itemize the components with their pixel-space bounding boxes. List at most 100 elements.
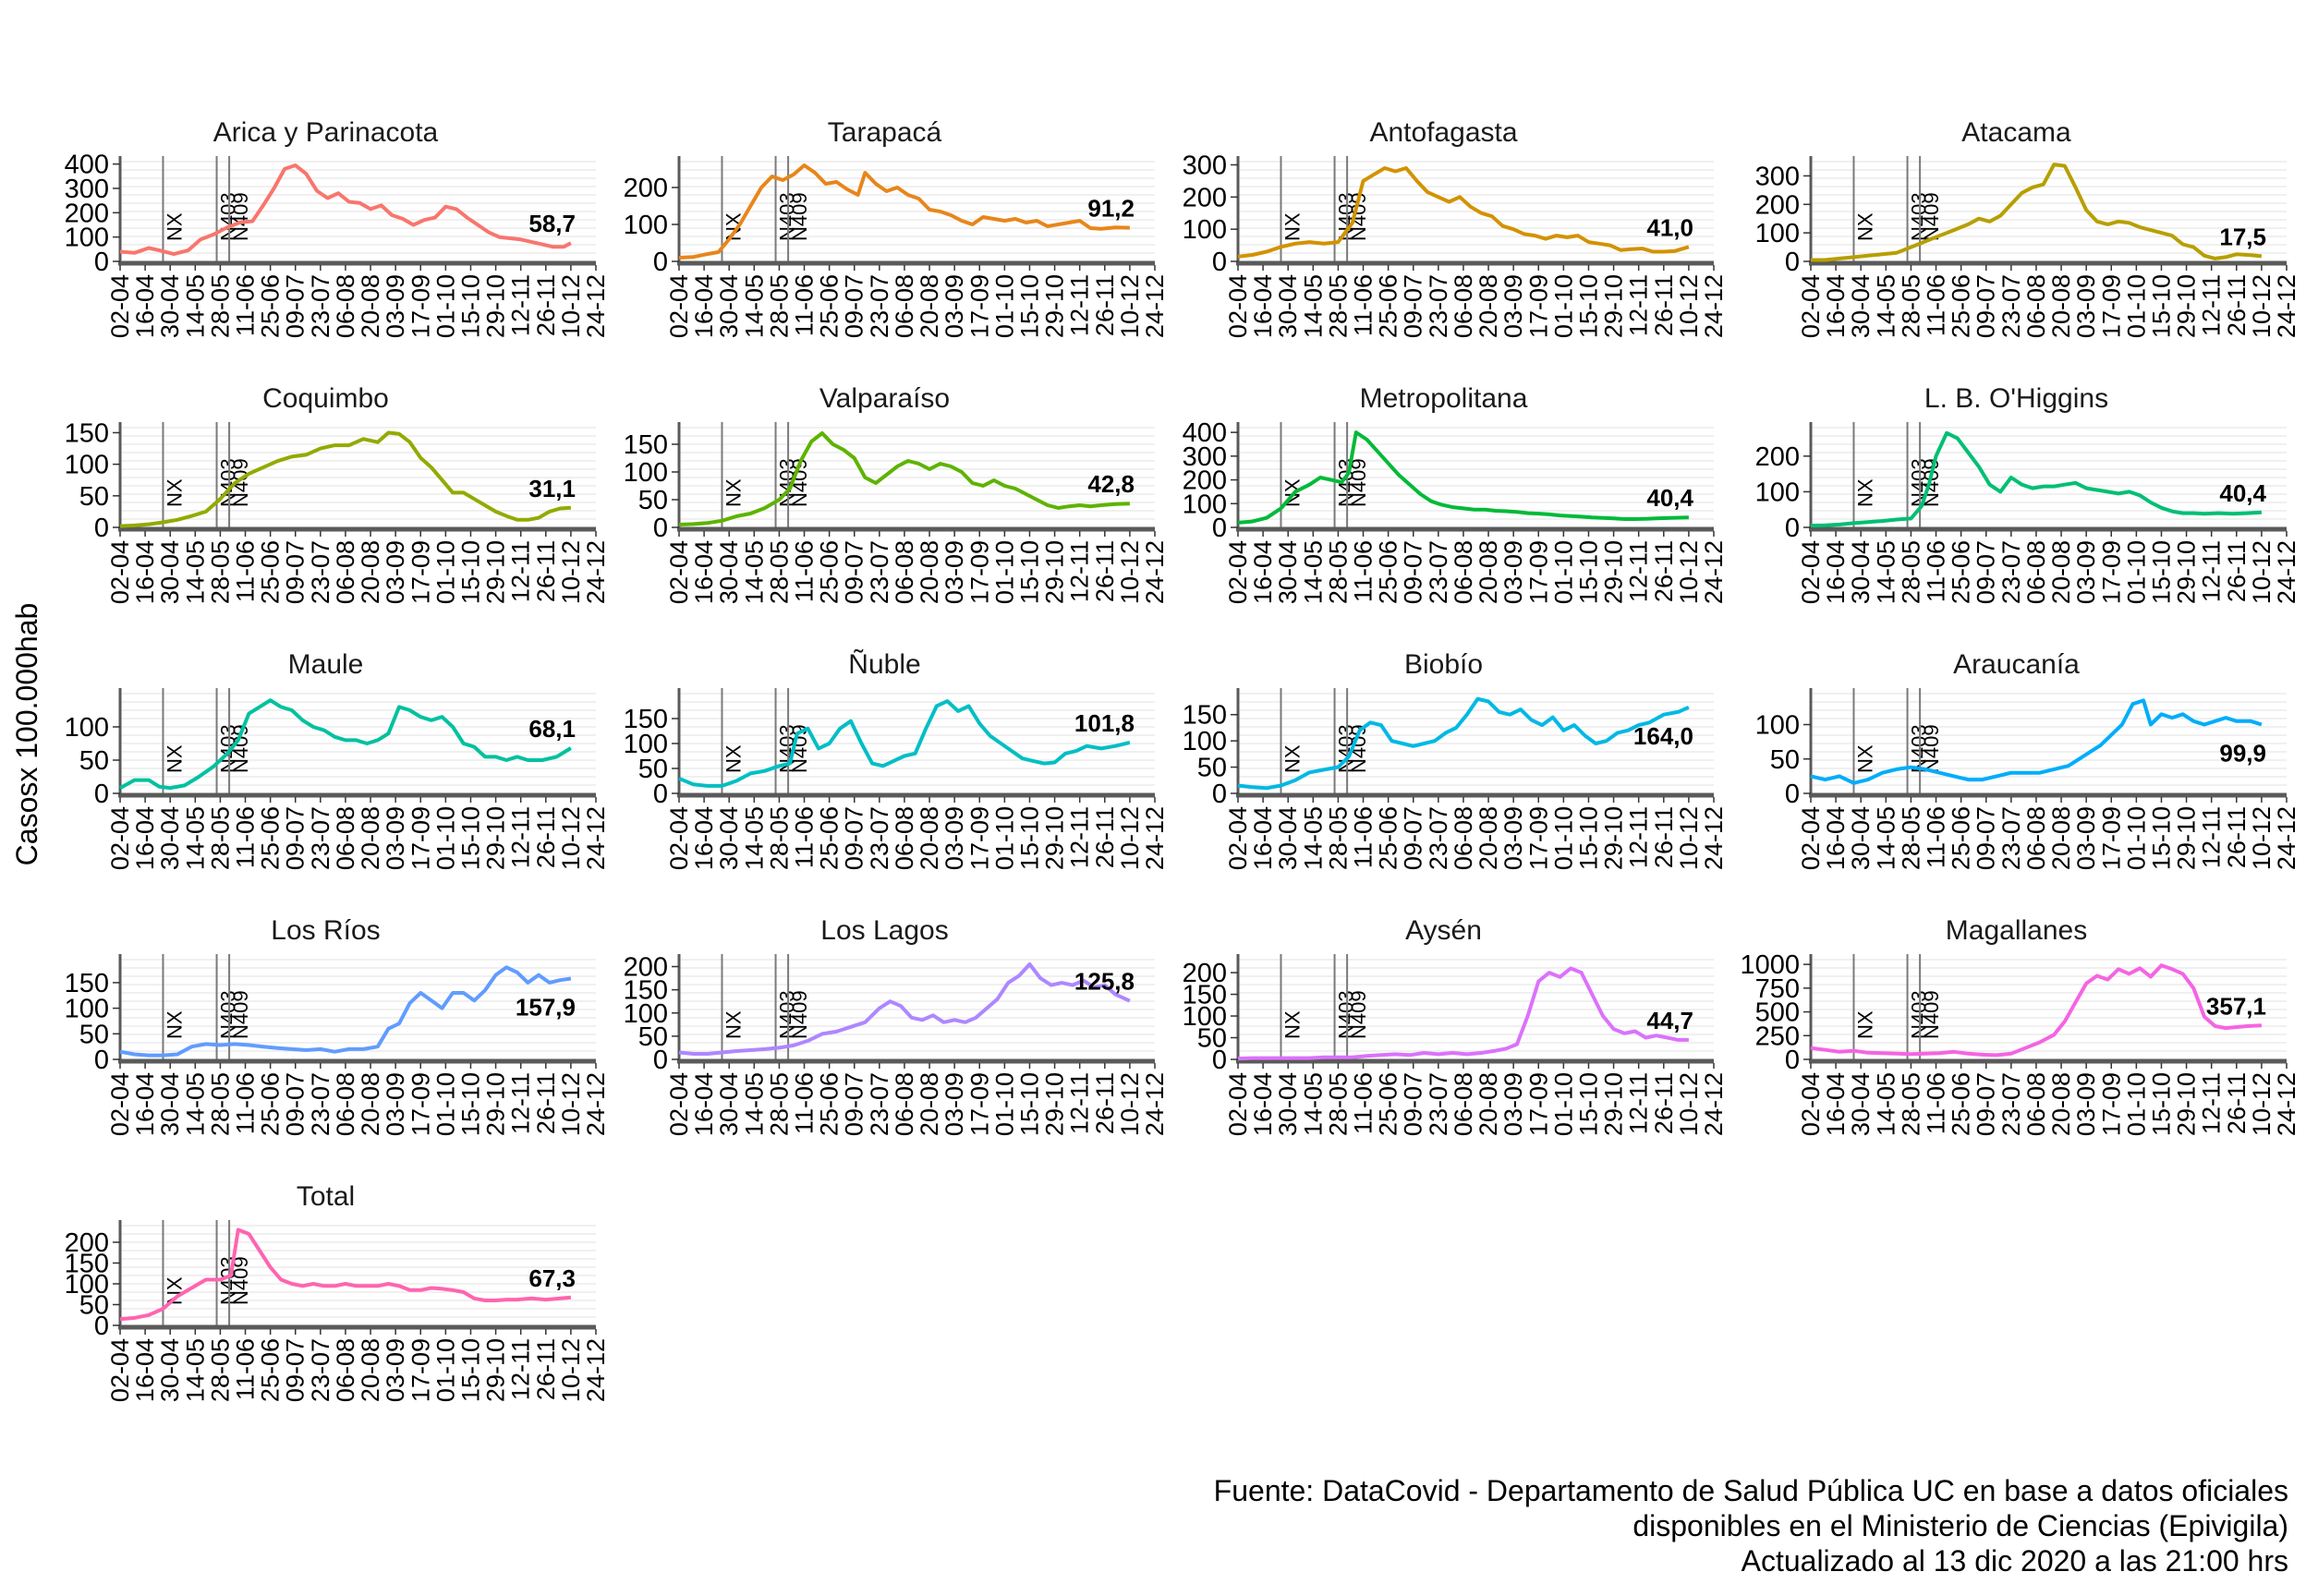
x-tick-label: 20-08 xyxy=(916,1072,943,1136)
y-tick-label: 100 xyxy=(624,999,668,1029)
x-tick-label: 17-09 xyxy=(1524,806,1552,870)
x-tick-label: 20-08 xyxy=(357,806,384,870)
series-line xyxy=(1810,430,2263,528)
x-tick-label: 28-05 xyxy=(1897,1072,1924,1136)
x-tick-label: 06-08 xyxy=(1450,806,1477,870)
x-tick-label: 20-08 xyxy=(357,1072,384,1136)
x-tick-label: 17-09 xyxy=(1524,274,1552,338)
panel-title: Metropolitana xyxy=(1360,383,1528,414)
vline-label: NX xyxy=(1280,1010,1304,1039)
panel-title: Coquimbo xyxy=(262,383,389,414)
x-tick-label: 30-04 xyxy=(1847,274,1875,338)
x-tick-label: 02-04 xyxy=(1224,1072,1252,1136)
x-tick-label: 17-09 xyxy=(407,1338,434,1402)
x-tick-label: 23-07 xyxy=(307,274,334,338)
x-tick-label: 17-09 xyxy=(965,1072,993,1136)
x-tick-label: 25-06 xyxy=(257,1338,285,1402)
x-tick-label: 23-07 xyxy=(1997,274,2025,338)
x-tick-label: 15-10 xyxy=(456,1338,484,1402)
x-tick-label: 12-11 xyxy=(2198,274,2226,336)
x-tick-label: 12-11 xyxy=(1625,1072,1653,1134)
x-tick-label: 01-10 xyxy=(990,806,1018,870)
x-tick-label: 12-11 xyxy=(1625,540,1653,602)
x-tick-label: 23-07 xyxy=(1997,806,2025,870)
x-tick-label: 02-04 xyxy=(106,540,134,604)
panel-title: Total xyxy=(297,1181,355,1212)
x-tick-label: 14-05 xyxy=(740,1072,768,1136)
vline-label: NX xyxy=(1853,1010,1876,1039)
x-tick-label: 28-05 xyxy=(1324,540,1352,604)
x-tick-label: 06-08 xyxy=(332,540,359,604)
y-tick-label: 0 xyxy=(1785,514,1800,543)
y-tick-label: 50 xyxy=(79,1020,109,1049)
x-tick-label: 03-09 xyxy=(2072,274,2100,338)
y-tick-label: 50 xyxy=(79,1291,109,1321)
x-tick-label: 10-12 xyxy=(1675,540,1703,604)
vline-label: N403 xyxy=(217,724,240,773)
x-tick-label: 17-09 xyxy=(965,540,993,604)
x-tick-label: 16-04 xyxy=(690,806,718,870)
x-tick-label: 12-11 xyxy=(507,274,535,336)
y-tick-label: 0 xyxy=(1785,780,1800,809)
x-tick-label: 29-10 xyxy=(482,274,510,338)
x-tick-label: 15-10 xyxy=(456,274,484,338)
x-tick-label: 28-05 xyxy=(206,540,234,604)
x-tick-label: 17-09 xyxy=(2097,1072,2125,1136)
x-tick-label: 14-05 xyxy=(740,274,768,338)
x-tick-label: 10-12 xyxy=(2248,274,2276,338)
x-tick-label: 24-12 xyxy=(1700,1072,1728,1136)
end-value-label: 44,7 xyxy=(1646,1007,1693,1034)
x-tick-label: 20-08 xyxy=(916,806,943,870)
panel-title: Atacama xyxy=(1961,117,2071,148)
x-tick-label: 26-11 xyxy=(2223,1072,2251,1134)
x-tick-label: 12-11 xyxy=(507,806,535,868)
x-tick-label: 25-06 xyxy=(1375,1072,1402,1136)
x-tick-label: 11-06 xyxy=(232,274,260,336)
vline-label: NX xyxy=(1853,212,1876,241)
x-tick-label: 01-10 xyxy=(990,274,1018,338)
x-tick-label: 28-05 xyxy=(206,1338,234,1402)
x-tick-label: 23-07 xyxy=(1425,1072,1452,1136)
x-tick-label: 16-04 xyxy=(131,1072,159,1136)
x-tick-label: 01-10 xyxy=(990,540,1018,604)
x-tick-label: 20-08 xyxy=(1475,1072,1502,1136)
x-tick-label: 24-12 xyxy=(2273,1072,2300,1136)
x-tick-label: 26-11 xyxy=(532,1072,560,1134)
vline-label: NX xyxy=(1280,212,1304,241)
x-tick-label: 28-05 xyxy=(1324,274,1352,338)
x-tick-label: 09-07 xyxy=(841,540,868,604)
x-tick-label: 26-11 xyxy=(1650,540,1678,602)
y-tick-label: 100 xyxy=(65,995,109,1024)
x-tick-label: 28-05 xyxy=(1897,806,1924,870)
x-tick-label: 14-05 xyxy=(1299,806,1327,870)
y-tick-label: 100 xyxy=(1755,478,1800,507)
x-tick-label: 06-08 xyxy=(891,274,918,338)
x-tick-label: 09-07 xyxy=(1400,540,1427,604)
x-tick-label: 03-09 xyxy=(382,1338,409,1402)
x-tick-label: 20-08 xyxy=(1475,806,1502,870)
y-tick-label: 200 xyxy=(1183,466,1227,496)
x-tick-label: 28-05 xyxy=(206,806,234,870)
x-tick-label: 14-05 xyxy=(740,540,768,604)
x-tick-label: 23-07 xyxy=(1997,1072,2025,1136)
x-tick-label: 01-10 xyxy=(431,806,459,870)
panel-title: L. B. O'Higgins xyxy=(1924,383,2108,414)
x-tick-label: 30-04 xyxy=(156,806,184,870)
x-tick-label: 02-04 xyxy=(1797,274,1825,338)
x-tick-label: 15-10 xyxy=(1574,806,1602,870)
y-tick-label: 200 xyxy=(1755,190,1800,220)
x-tick-label: 02-04 xyxy=(106,1072,134,1136)
panel-title: Tarapacá xyxy=(828,117,942,148)
y-tick-label: 200 xyxy=(1183,959,1227,988)
y-tick-label: 100 xyxy=(65,713,109,743)
x-tick-label: 30-04 xyxy=(1847,540,1875,604)
x-tick-label: 30-04 xyxy=(715,1072,743,1136)
series-line xyxy=(1810,698,2263,785)
x-tick-label: 14-05 xyxy=(181,806,209,870)
x-tick-label: 09-07 xyxy=(1972,274,2000,338)
vline-label: N403 xyxy=(1908,192,1931,241)
x-tick-label: 12-11 xyxy=(1625,274,1653,336)
x-tick-label: 17-09 xyxy=(407,1072,434,1136)
y-tick-label: 250 xyxy=(1755,1022,1800,1051)
x-tick-label: 14-05 xyxy=(1299,274,1327,338)
